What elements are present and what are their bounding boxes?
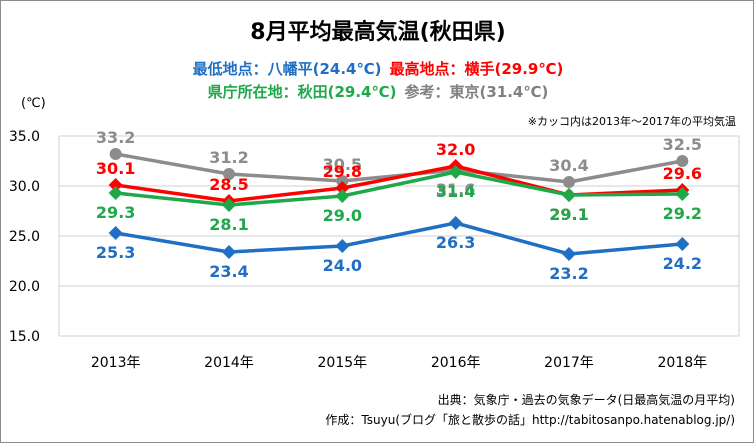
data-label-yokote: 29.8 [323,162,362,181]
x-tick-label: 2018年 [658,355,708,371]
data-label-yokote: 28.5 [209,175,248,194]
point-akita [448,165,463,179]
y-tick-labels: 15.0 20.0 25.0 30.0 35.0 [9,129,40,345]
point-akita [108,186,123,200]
point-akita [335,189,350,203]
x-tick-label: 2013年 [91,355,141,371]
data-label-yokote: 29.1 [549,205,588,224]
point-tokyo [109,148,122,160]
subtitle-tokyo: 参考：東京(31.4℃) [405,83,549,101]
x-tick-label: 2017年 [544,355,594,371]
x-tick-label: 2014年 [204,355,254,371]
point-hachimantai [675,237,690,251]
y-tick-label: 35.0 [9,129,40,145]
data-label-hachimantai: 24.2 [663,254,702,273]
data-label-tokyo: 30.4 [549,156,588,175]
subtitle-hachimantai: 最低地点：八幡平(24.4℃) [193,60,382,78]
labels-akita: 29.3 28.1 29.0 31.4 29.1 29.2 [96,182,702,234]
y-tick-label: 25.0 [9,229,40,245]
point-hachimantai [562,247,576,261]
data-label-yokote: 29.6 [663,164,702,183]
subtitle-line-1: 最低地点：八幡平(24.4℃) 最高地点：横手(29.9℃) [193,60,564,78]
labels-hachimantai: 25.3 23.4 24.0 26.3 23.2 24.2 [96,233,702,283]
series-group: 33.2 31.2 30.5 31.6 30.4 32.5 30.1 28.5 29.8 32.0… [96,128,702,283]
data-label-hachimantai: 25.3 [96,243,135,262]
data-label-tokyo: 33.2 [96,128,135,147]
point-hachimantai [222,245,236,259]
data-label-tokyo: 31.2 [209,148,248,167]
series-line-hachimantai [115,221,683,256]
point-tokyo [223,168,235,180]
x-tick-labels: 2013年 2014年 2015年 2016年 2017年 2018年 [91,355,707,371]
data-label-yokote: 30.1 [96,159,135,178]
data-label-akita: 29.2 [663,204,702,223]
point-yokote [335,181,350,195]
data-label-hachimantai: 23.4 [209,262,248,281]
series-tokyo [109,148,689,188]
y-tick-label: 15.0 [9,329,40,345]
data-label-akita: 29.1 [549,205,588,224]
point-tokyo [563,176,575,188]
labels-yokote: 30.1 28.5 29.8 32.0 29.1 29.6 [96,140,702,224]
source-line-1: 出典：気象庁・過去の気象データ(日最高気温の月平均) [438,392,735,407]
x-tick-label: 2015年 [318,355,368,371]
data-label-akita: 29.3 [96,203,135,222]
source-line-2: 作成：Tsuyu(ブログ「旅と散歩の話」http://tabitosanpo.h… [325,412,735,427]
subtitle-akita: 県庁所在地：秋田(29.4℃) [208,83,397,101]
data-label-hachimantai: 24.0 [323,256,362,275]
data-label-tokyo: 31.6 [436,180,475,199]
data-label-akita: 28.1 [209,215,248,234]
y-axis-unit: (℃) [21,96,46,111]
chart-title: 8月平均最高気温(秋田県) [250,19,505,45]
data-label-yokote: 32.0 [436,140,475,159]
y-tick-label: 20.0 [9,279,40,295]
point-yokote [108,178,123,192]
point-akita [675,187,690,201]
data-label-tokyo: 30.5 [323,155,362,174]
subtitle-yokote: 最高地点：横手(29.9℃) [390,60,564,78]
x-tick-label: 2016年 [431,355,481,371]
data-label-hachimantai: 23.2 [549,264,588,283]
point-hachimantai [335,239,350,253]
point-hachimantai [448,216,463,230]
series-hachimantai [108,216,690,261]
point-hachimantai [108,226,123,240]
data-label-akita: 31.4 [436,182,475,201]
data-label-tokyo: 32.5 [663,135,702,154]
series-line-akita [115,170,683,207]
labels-tokyo: 33.2 31.2 30.5 31.6 30.4 32.5 [96,128,702,199]
series-akita [108,165,690,212]
y-tick-label: 30.0 [9,179,40,195]
point-akita [222,198,236,212]
annotation-note: ※カッコ内は2013年～2017年の平均気温 [528,114,736,128]
point-tokyo [676,155,689,167]
point-akita [562,188,576,202]
data-label-hachimantai: 26.3 [436,233,475,252]
data-label-akita: 29.0 [323,206,362,225]
subtitle-line-2: 県庁所在地：秋田(29.4℃) 参考：東京(31.4℃) [208,83,549,101]
